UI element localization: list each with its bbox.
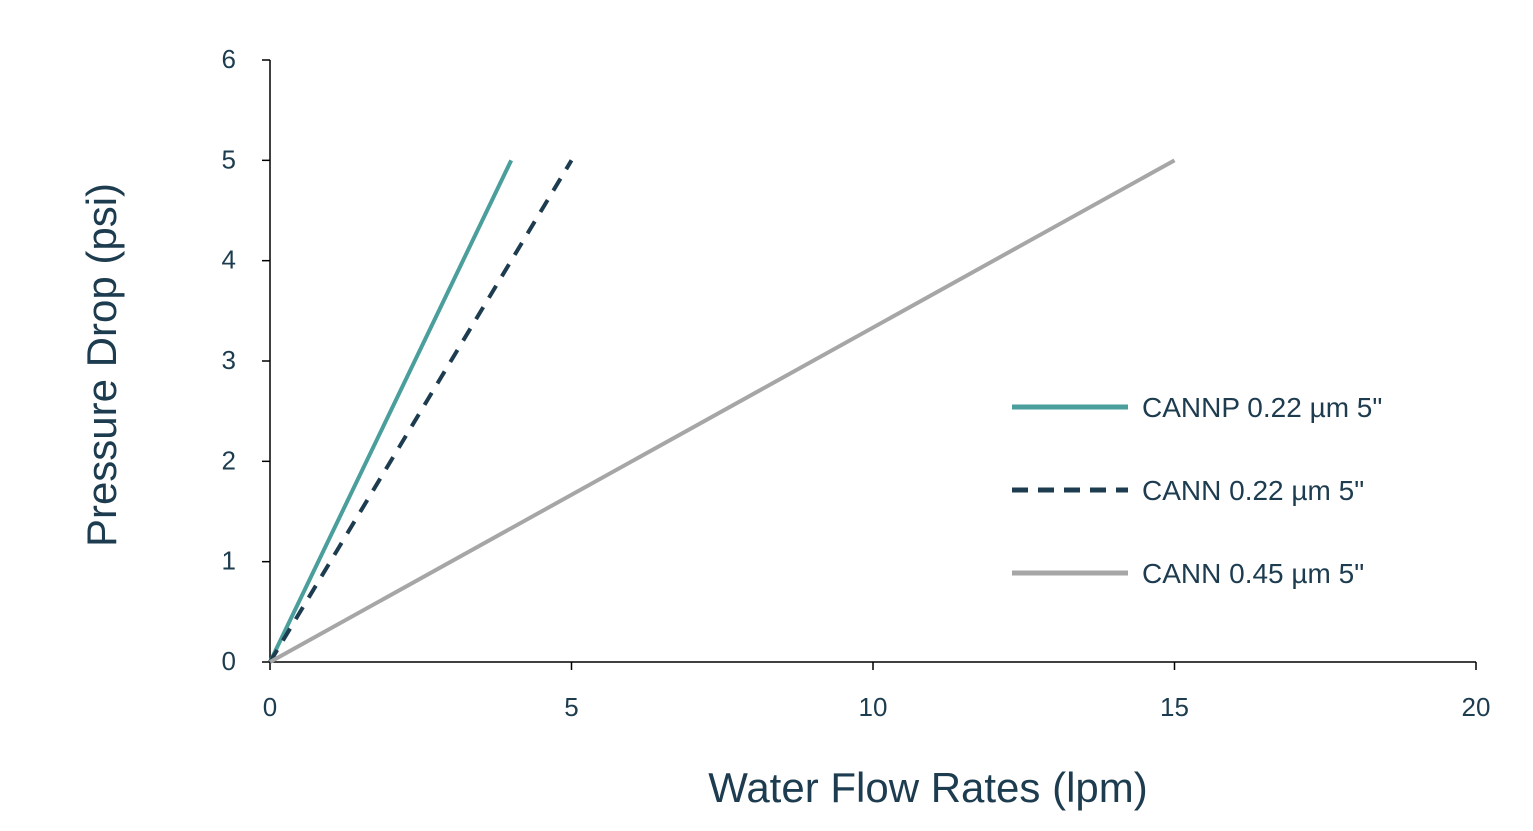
legend: CANNP 0.22 µm 5" CANN 0.22 µm 5" CANN 0.45… [1012, 392, 1382, 589]
x-ticks: 0 5 10 15 20 [263, 662, 1491, 722]
x-tick-label: 20 [1462, 692, 1491, 722]
y-tick-label: 5 [222, 144, 236, 174]
x-tick-label: 15 [1160, 692, 1189, 722]
series-line-3 [269, 158, 1176, 664]
x-axis-title: Water Flow Rates (lpm) [708, 764, 1148, 811]
series-layer [268, 158, 1176, 664]
legend-label: CANN 0.22 µm 5" [1142, 475, 1364, 506]
y-axis-title: Pressure Drop (psi) [78, 183, 125, 547]
y-tick-label: 1 [222, 546, 236, 576]
x-tick-label: 0 [263, 692, 277, 722]
y-tick-label: 4 [222, 245, 236, 275]
x-tick-label: 5 [564, 692, 578, 722]
y-tick-label: 0 [222, 646, 236, 676]
legend-label: CANNP 0.22 µm 5" [1142, 392, 1382, 423]
y-tick-label: 3 [222, 345, 236, 375]
series-line-2 [268, 159, 574, 664]
y-tick-label: 6 [222, 44, 236, 74]
legend-label: CANN 0.45 µm 5" [1142, 558, 1364, 589]
y-tick-label: 2 [222, 445, 236, 475]
y-ticks: 0 1 2 3 4 5 6 [222, 44, 270, 676]
x-tick-label: 10 [859, 692, 888, 722]
series-line-1 [268, 159, 514, 663]
